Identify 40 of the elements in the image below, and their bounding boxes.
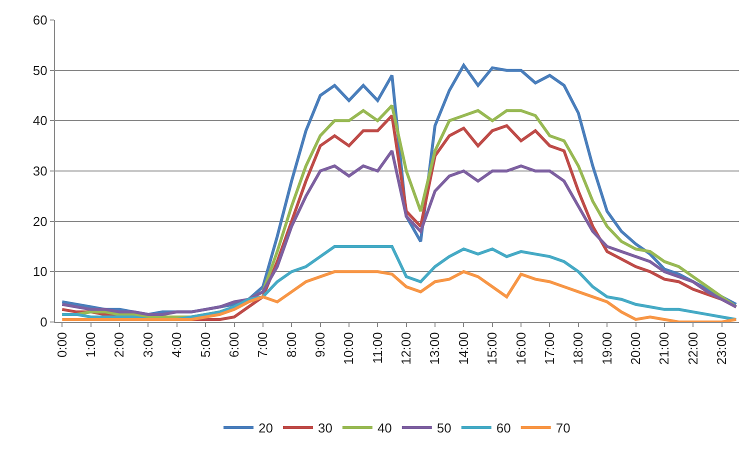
- x-tick-label: 14:00: [456, 332, 471, 365]
- x-tick-label: 1:00: [83, 332, 98, 358]
- x-tick-label: 21:00: [656, 332, 672, 365]
- x-tick-label: 15:00: [484, 332, 500, 365]
- x-tick-label: 9:00: [312, 332, 328, 358]
- x-tick-label: 23:00: [714, 332, 730, 365]
- x-tick-label: 2:00: [112, 332, 127, 358]
- x-tick-label: 22:00: [685, 332, 700, 365]
- x-tick-label: 7:00: [255, 332, 270, 358]
- x-tick-label: 0:00: [54, 332, 70, 358]
- y-tick-label: 60: [32, 12, 48, 28]
- y-tick-label: 50: [32, 62, 48, 78]
- x-tick-label: 3:00: [140, 332, 156, 358]
- x-tick-label: 20:00: [628, 332, 643, 365]
- legend-label: 20: [258, 420, 273, 436]
- legend-label: 60: [496, 420, 511, 436]
- legend-label: 50: [436, 420, 452, 436]
- x-tick-label: 5:00: [198, 332, 213, 358]
- x-tick-label: 18:00: [570, 332, 586, 365]
- x-tick-label: 6:00: [226, 332, 242, 358]
- line-series: [60, 245, 738, 321]
- line-series: [60, 270, 738, 322]
- x-tick-label: 12:00: [398, 332, 414, 365]
- x-tick-label: 4:00: [169, 332, 184, 358]
- line-series: [60, 149, 738, 316]
- x-tick-label: 19:00: [599, 332, 614, 365]
- legend-label: 30: [318, 420, 332, 436]
- x-tick-label: 11:00: [370, 332, 385, 364]
- x-tick-label: 17:00: [542, 332, 557, 365]
- y-tick-label: 40: [32, 113, 48, 128]
- y-tick-label: 30: [32, 164, 48, 179]
- legend-label: 70: [556, 420, 570, 436]
- x-tick-label: 10:00: [341, 332, 356, 365]
- y-tick-label: 20: [32, 214, 48, 229]
- x-tick-label: 8:00: [284, 332, 299, 358]
- x-tick-label: 16:00: [513, 332, 528, 365]
- y-tick-label: 0: [40, 314, 48, 330]
- legend-label: 40: [377, 420, 392, 436]
- y-tick-label: 10: [32, 264, 48, 280]
- x-tick-label: 13:00: [427, 332, 442, 365]
